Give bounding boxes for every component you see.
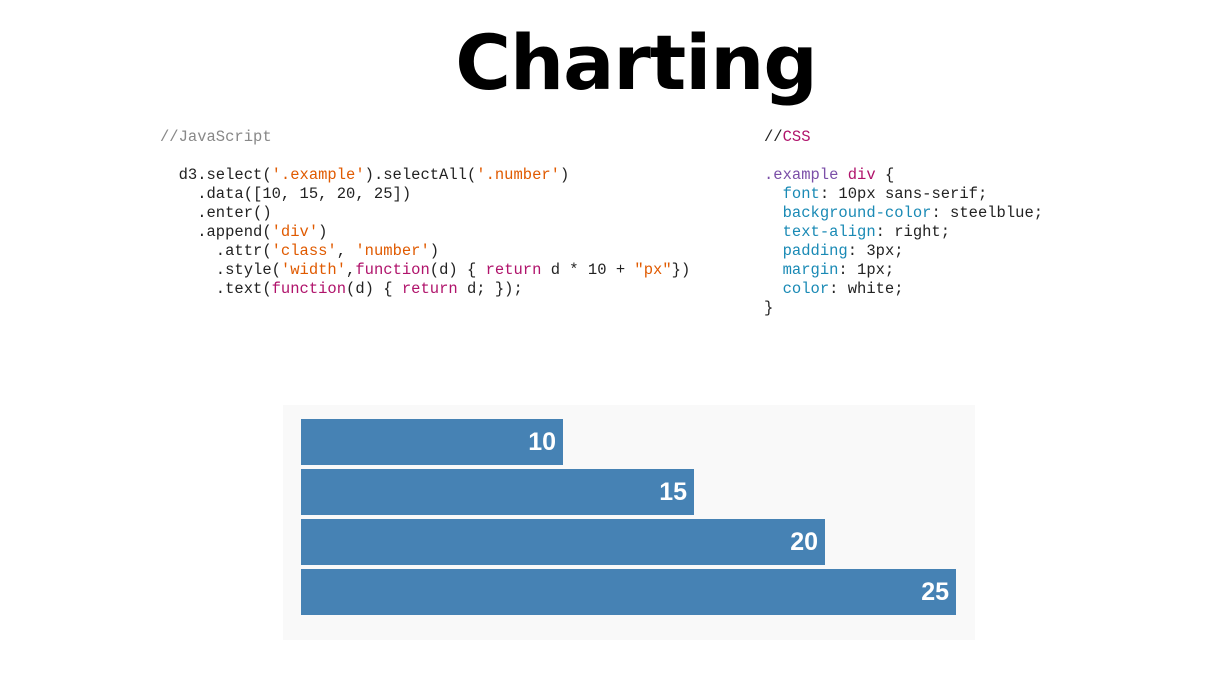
bar-label: 20 — [790, 528, 818, 556]
code-token: function — [271, 280, 347, 298]
code-line: color: white; — [764, 280, 1043, 299]
css-code-block: //CSS .example div { font: 10px sans-seri… — [764, 128, 1043, 318]
code-token — [764, 261, 783, 279]
code-token: CSS — [782, 128, 811, 146]
code-token: //JavaScript — [160, 128, 272, 146]
code-token: ) — [559, 166, 570, 184]
code-line: background-color: steelblue; — [764, 204, 1043, 223]
code-token — [764, 185, 783, 203]
code-line: .attr('class', 'number') — [160, 242, 690, 261]
code-token — [764, 242, 783, 260]
code-line: //JavaScript — [160, 128, 690, 147]
code-token: .append( — [160, 223, 272, 241]
code-token: ) — [318, 223, 328, 241]
bar-25: 25 — [301, 569, 956, 615]
code-token: font — [782, 185, 820, 203]
code-token: "px" — [634, 261, 672, 279]
code-token: .style( — [160, 261, 281, 279]
code-token: d; }); — [457, 280, 523, 298]
code-token: ).selectAll( — [364, 166, 477, 184]
code-line: .append('div') — [160, 223, 690, 242]
code-token: return — [485, 261, 542, 279]
code-line: font: 10px sans-serif; — [764, 185, 1043, 204]
code-line: .style('width',function(d) { return d * … — [160, 261, 690, 280]
code-token: ) — [429, 242, 440, 260]
code-token: .example — [764, 166, 839, 184]
code-token: : 10px sans-serif; — [819, 185, 988, 203]
code-token: (d) { — [429, 261, 486, 279]
code-token — [838, 166, 847, 184]
code-line: d3.select('.example').selectAll('.number… — [160, 166, 690, 185]
code-line: .enter() — [160, 204, 690, 223]
code-token: : white; — [829, 280, 904, 298]
code-line: } — [764, 299, 1043, 318]
code-line: .example div { — [764, 166, 1043, 185]
code-token: { — [875, 166, 895, 184]
code-token: : right; — [875, 223, 951, 241]
code-token: , — [346, 261, 356, 279]
code-token: .text( — [160, 280, 272, 298]
code-token: : 3px; — [847, 242, 904, 260]
code-token: '.example' — [271, 166, 365, 184]
code-line — [764, 147, 1043, 166]
code-token: (d) { — [346, 280, 402, 298]
code-token: text-align — [782, 223, 876, 241]
bar-20: 20 — [301, 519, 825, 565]
code-token: , — [336, 242, 356, 260]
code-line — [160, 147, 690, 166]
code-token: background-color — [782, 204, 932, 222]
code-token: : steelblue; — [931, 204, 1044, 222]
code-token: padding — [782, 242, 848, 260]
code-token: : 1px; — [838, 261, 895, 279]
code-token — [764, 223, 783, 241]
code-token: }) — [671, 261, 691, 279]
code-token: '.number' — [476, 166, 560, 184]
code-token: div — [847, 166, 876, 184]
javascript-code-block: //JavaScript d3.select('.example').selec… — [160, 128, 690, 299]
code-line: //CSS — [764, 128, 1043, 147]
bar-label: 10 — [528, 428, 556, 456]
code-token: d * 10 + — [541, 261, 635, 279]
code-line: .text(function(d) { return d; }); — [160, 280, 690, 299]
bar-label: 25 — [921, 578, 949, 606]
code-token: 'width' — [280, 261, 347, 279]
bar-15: 15 — [301, 469, 694, 515]
code-token: 'div' — [271, 223, 319, 241]
bar-label: 15 — [659, 478, 687, 506]
code-token — [764, 204, 783, 222]
code-token: d3.select( — [160, 166, 272, 184]
code-token: function — [355, 261, 430, 279]
code-token: } — [764, 299, 774, 317]
slide-title: Charting — [455, 18, 818, 107]
code-token: // — [764, 128, 783, 146]
code-token: .data([10, 15, 20, 25]) — [160, 185, 412, 203]
code-token: color — [782, 280, 830, 298]
code-token: 'class' — [271, 242, 337, 260]
bar-10: 10 — [301, 419, 563, 465]
code-token: 'number' — [355, 242, 430, 260]
code-line: text-align: right; — [764, 223, 1043, 242]
code-token: margin — [782, 261, 839, 279]
code-token: .attr( — [160, 242, 272, 260]
code-token — [764, 280, 783, 298]
code-line: padding: 3px; — [764, 242, 1043, 261]
code-line: margin: 1px; — [764, 261, 1043, 280]
code-line: .data([10, 15, 20, 25]) — [160, 185, 690, 204]
code-token: return — [401, 280, 458, 298]
code-token: .enter() — [160, 204, 272, 222]
bar-chart: 10 15 20 25 — [283, 405, 975, 640]
